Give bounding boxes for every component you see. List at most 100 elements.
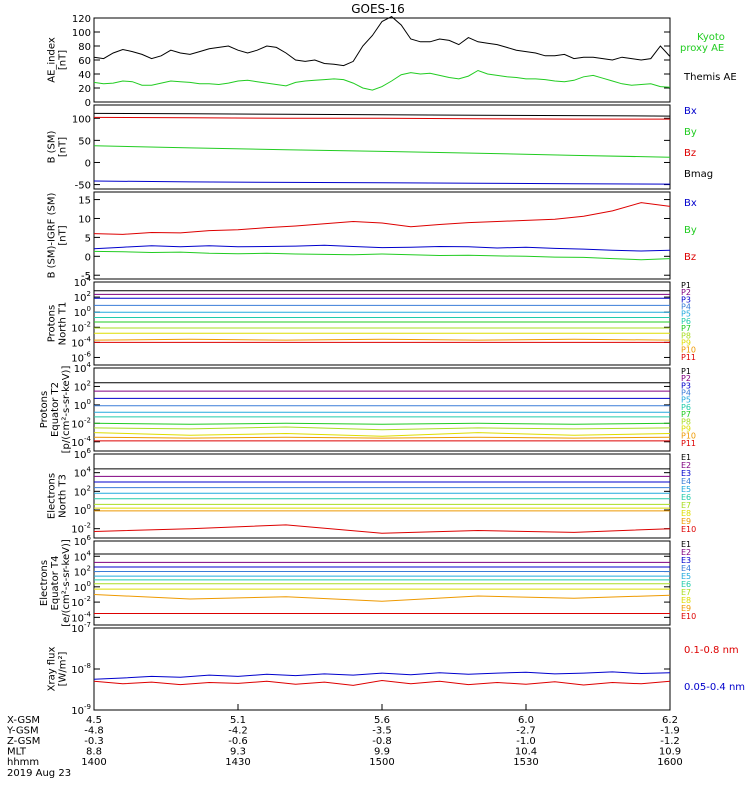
series-label: P7: [681, 324, 691, 333]
y-tick-label: 100: [72, 114, 91, 125]
y-tick-label: 15: [78, 196, 91, 207]
series-label: P4: [681, 303, 691, 312]
series-label: E2: [681, 461, 691, 470]
y-tick-exponent: -4: [84, 335, 92, 343]
y-tick-label: 20: [78, 84, 91, 95]
series-label: E1: [681, 453, 691, 462]
y-tick-exponent: 6: [87, 447, 92, 455]
y-tick-label: 100: [74, 580, 91, 594]
x-tick-label: -2.7: [516, 726, 536, 737]
x-tick-label: 6.0: [518, 715, 534, 726]
panel-frame: [93, 453, 671, 539]
y-tick-label: 102: [74, 379, 91, 393]
series-label: P11: [681, 439, 696, 448]
series-label: E6: [681, 580, 691, 589]
y-tick-exponent: -4: [84, 435, 92, 443]
series-label: P10: [681, 346, 696, 355]
series-line-p10: [93, 436, 671, 439]
series-label: E7: [681, 588, 691, 597]
y-tick-label: 80: [78, 42, 91, 53]
x-tick-label: 5.6: [374, 715, 390, 726]
y-axis-label: Electrons: [39, 560, 50, 606]
series-line-p8: [93, 426, 671, 431]
series-line-bx: [93, 180, 671, 185]
y-axis-label: Protons: [47, 305, 58, 342]
y-axis-label: Equator T2: [50, 382, 61, 437]
series-line-kyoto-proxy-ae: [93, 69, 671, 91]
series-label: E8: [681, 509, 691, 518]
series-line-p10: [93, 338, 671, 341]
x-tick-label: 10.4: [515, 747, 537, 758]
series-label: E1: [681, 540, 691, 549]
series-line-e9: [93, 594, 671, 602]
series-label: P9: [681, 338, 691, 347]
y-tick-exponent: -2: [84, 522, 91, 530]
series-label: E9: [681, 517, 691, 526]
series-line-0-05-0-4-nm: [93, 671, 671, 680]
y-tick-label: -50: [75, 181, 91, 192]
y-tick-label: 106: [74, 447, 92, 461]
y-tick-label: 10-2: [71, 595, 91, 609]
series-label: By: [684, 127, 697, 138]
panel-frame: [93, 281, 671, 366]
y-axis-label: Electrons: [47, 473, 58, 519]
y-tick-exponent: 2: [87, 290, 91, 298]
series-label: E5: [681, 572, 691, 581]
y-axis-label: Protons: [39, 391, 50, 428]
y-tick-label: 0: [85, 98, 91, 109]
series-line-bx: [93, 244, 671, 252]
y-tick-label: 50: [78, 136, 91, 147]
y-tick-label: 100: [72, 28, 91, 39]
series-label: E2: [681, 548, 691, 557]
y-axis-label: AE_index: [47, 37, 58, 83]
y-tick-label: 102: [74, 484, 91, 498]
x-tick-label: 8.8: [86, 747, 102, 758]
series-label: E3: [681, 469, 691, 478]
x-tick-label: -0.6: [228, 736, 248, 747]
x-tick-label: -4.2: [228, 726, 248, 737]
y-tick-label: 10-4: [71, 335, 91, 349]
y-axis-label: [nT]: [58, 50, 69, 70]
y-tick-exponent: -2: [84, 416, 91, 424]
series-label: E4: [681, 477, 691, 486]
y-tick-label: 10-8: [71, 662, 91, 676]
y-tick-exponent: 0: [87, 503, 91, 511]
y-axis-label: [nT]: [58, 137, 69, 157]
plot-title: GOES-16: [351, 2, 405, 16]
y-tick-exponent: -2: [84, 320, 91, 328]
series-line-p7: [93, 422, 671, 425]
x-tick-label: -0.3: [84, 736, 104, 747]
y-tick-exponent: 4: [87, 466, 92, 474]
series-label: P1: [681, 281, 691, 290]
series-label: E7: [681, 501, 691, 510]
series-label: P2: [681, 374, 691, 383]
y-axis-label: Equator T4: [50, 556, 61, 611]
series-label: P7: [681, 410, 691, 419]
series-label: P5: [681, 310, 691, 319]
series-label: P8: [681, 331, 691, 340]
y-tick-exponent: 2: [87, 484, 91, 492]
series-label: P6: [681, 317, 691, 326]
panel-bsm: -50 0 50 100 B (SM) [nT] Bx By Bz Bmag: [47, 104, 713, 192]
y-tick-label: 10-7: [71, 621, 91, 635]
y-tick-label: 0: [85, 158, 91, 169]
panel-frame: [93, 191, 671, 280]
x-row-label: Y-GSM: [6, 726, 39, 737]
y-tick-label: 100: [74, 305, 91, 319]
series-label: E4: [681, 564, 691, 573]
series-label: By: [684, 225, 697, 236]
series-label: Themis AE: [683, 72, 737, 83]
series-line-by: [93, 250, 671, 261]
series-label: P4: [681, 389, 691, 398]
y-tick-label: 102: [74, 565, 91, 579]
x-row-label: X-GSM: [7, 715, 40, 726]
y-axis-label: B (SM): [47, 130, 58, 163]
x-tick-label: 9.3: [230, 747, 246, 758]
y-tick-label: 104: [74, 466, 92, 480]
x-tick-label: 6.2: [662, 715, 678, 726]
